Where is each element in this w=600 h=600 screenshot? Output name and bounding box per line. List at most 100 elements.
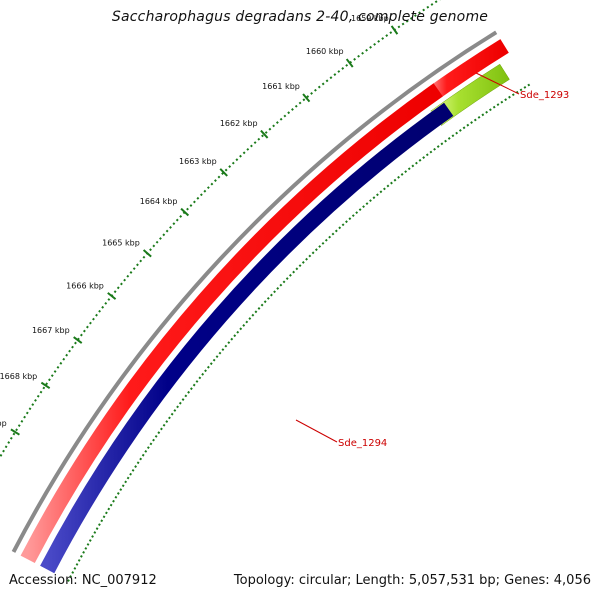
tick-dot <box>34 399 37 402</box>
tick-dot <box>413 14 417 17</box>
tick-dot <box>53 370 57 373</box>
tick-dot <box>67 579 70 582</box>
tick-dot <box>349 60 353 64</box>
tick-dot <box>481 113 485 117</box>
tick-dot <box>7 441 11 444</box>
tick-dot <box>397 25 401 29</box>
tick-dot <box>31 403 35 406</box>
tick-dot <box>71 571 75 574</box>
tick-dot <box>228 165 232 168</box>
callout-line <box>295 419 338 443</box>
tick-dot <box>272 124 276 128</box>
tick-dot <box>12 432 16 436</box>
tick-dot <box>186 207 189 211</box>
scale-major-tick <box>180 207 190 217</box>
tick-dot <box>407 167 411 171</box>
tick-dot <box>215 355 219 359</box>
gene-sde-1294-arrow[interactable] <box>40 102 454 574</box>
tick-dot <box>56 366 60 369</box>
tick-dot <box>39 390 43 394</box>
tick-dot <box>15 428 18 432</box>
tick-dot <box>369 45 372 49</box>
tick-dot <box>92 317 95 321</box>
tick-dot <box>318 245 322 248</box>
tick-dot <box>102 515 106 519</box>
tick-dot <box>154 435 158 438</box>
tick-dot <box>337 70 341 73</box>
tick-dot <box>301 260 305 264</box>
tick-dot <box>348 217 352 221</box>
tick-dot <box>80 333 83 337</box>
tick-dot <box>206 186 210 190</box>
tick-dot <box>263 300 267 304</box>
tick-dot <box>298 101 302 105</box>
gene-label-sde-1293[interactable]: Sde_1293 <box>520 90 569 101</box>
tick-dot <box>235 158 239 162</box>
inner-tick-dots <box>67 83 531 582</box>
tick-dot <box>492 105 496 109</box>
tick-dot <box>361 51 364 55</box>
tick-dot <box>101 305 105 309</box>
tick-dot <box>334 229 338 233</box>
tick-dot <box>462 126 466 130</box>
tick-dot <box>458 129 462 132</box>
tick-dot <box>98 309 101 313</box>
tick-dot <box>218 351 222 355</box>
tick-dot <box>345 63 349 67</box>
tick-dot <box>23 415 26 419</box>
tick-dot <box>381 37 385 40</box>
tick-dot <box>142 255 146 259</box>
tick-dot <box>236 330 240 334</box>
scale-major-ticks <box>10 25 399 436</box>
scale-major-tick <box>73 336 83 344</box>
tick-dot <box>152 244 156 248</box>
tick-dot <box>214 179 217 182</box>
scale-major-tick <box>10 428 20 436</box>
scale-label: 1663 kbp <box>179 157 217 166</box>
tick-dot <box>440 142 444 146</box>
tick-dot <box>112 499 115 503</box>
tick-dot <box>291 108 294 111</box>
tick-dot <box>224 344 228 348</box>
backbone-track <box>11 30 498 553</box>
tick-dot <box>314 248 318 252</box>
tick-dot <box>418 11 421 15</box>
tick-dot <box>426 5 430 9</box>
tick-dot <box>242 323 246 327</box>
tick-dot <box>239 327 243 331</box>
tick-dot <box>302 98 306 102</box>
tick-dot <box>144 450 148 453</box>
tick-dot <box>422 156 426 159</box>
tick-dot <box>129 271 133 274</box>
tick-dot <box>282 280 286 284</box>
tick-dot <box>233 334 237 338</box>
tick-dot <box>279 283 283 287</box>
tick-dot <box>189 387 193 391</box>
gene-label-sde-1294[interactable]: Sde_1294 <box>338 438 387 449</box>
tick-dot <box>149 442 153 446</box>
tick-dot <box>511 93 515 97</box>
tick-dot <box>95 313 98 317</box>
scale-label: 1667 kbp <box>32 326 70 335</box>
tick-dot <box>196 196 200 200</box>
tick-dot <box>295 267 299 271</box>
gene-callout-sde-1294[interactable]: Sde_1294 <box>295 419 387 449</box>
tick-dot <box>86 543 90 546</box>
tick-dot <box>159 237 162 240</box>
tick-dot <box>91 535 94 538</box>
tick-dot <box>179 214 183 218</box>
scale-label: 1662 kbp <box>220 119 258 128</box>
tick-dot <box>373 42 376 46</box>
tick-dot <box>294 104 298 108</box>
tick-dot <box>389 31 393 35</box>
tick-dot <box>116 492 120 495</box>
feature-track-red-lower[interactable] <box>20 83 443 563</box>
scale-major-tick <box>219 168 228 177</box>
tick-dot <box>28 407 32 411</box>
gene-callout-sde-1293[interactable]: Sde_1293 <box>475 72 569 101</box>
tick-dot <box>227 341 231 345</box>
tick-dot <box>17 424 21 427</box>
tick-dot <box>386 184 390 188</box>
tick-dot <box>157 431 161 435</box>
tick-dot <box>187 390 191 394</box>
